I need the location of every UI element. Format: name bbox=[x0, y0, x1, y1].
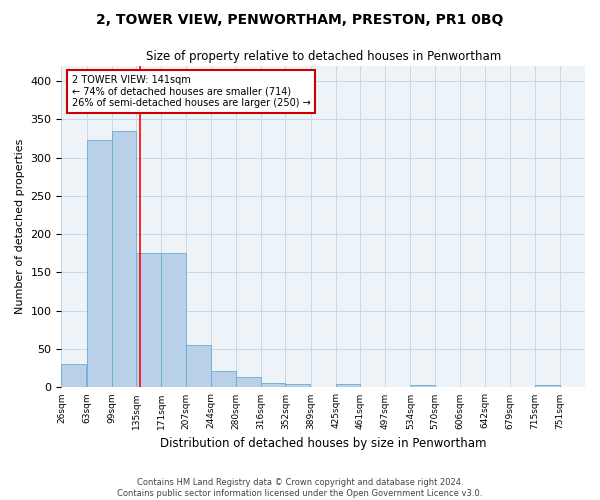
Y-axis label: Number of detached properties: Number of detached properties bbox=[15, 139, 25, 314]
Title: Size of property relative to detached houses in Penwortham: Size of property relative to detached ho… bbox=[146, 50, 501, 63]
Bar bbox=[112, 132, 136, 388]
Bar bbox=[535, 385, 560, 388]
Bar bbox=[286, 384, 310, 388]
Bar bbox=[236, 376, 260, 388]
Text: Contains HM Land Registry data © Crown copyright and database right 2024.
Contai: Contains HM Land Registry data © Crown c… bbox=[118, 478, 482, 498]
Bar bbox=[211, 370, 236, 388]
Bar bbox=[136, 254, 161, 388]
Bar bbox=[335, 384, 361, 388]
Text: 2, TOWER VIEW, PENWORTHAM, PRESTON, PR1 0BQ: 2, TOWER VIEW, PENWORTHAM, PRESTON, PR1 … bbox=[97, 12, 503, 26]
Bar bbox=[410, 385, 435, 388]
Bar bbox=[260, 383, 286, 388]
Bar bbox=[87, 140, 112, 388]
X-axis label: Distribution of detached houses by size in Penwortham: Distribution of detached houses by size … bbox=[160, 437, 487, 450]
Bar bbox=[161, 254, 186, 388]
Bar bbox=[61, 364, 86, 388]
Text: 2 TOWER VIEW: 141sqm
← 74% of detached houses are smaller (714)
26% of semi-deta: 2 TOWER VIEW: 141sqm ← 74% of detached h… bbox=[72, 75, 311, 108]
Bar bbox=[186, 346, 211, 388]
